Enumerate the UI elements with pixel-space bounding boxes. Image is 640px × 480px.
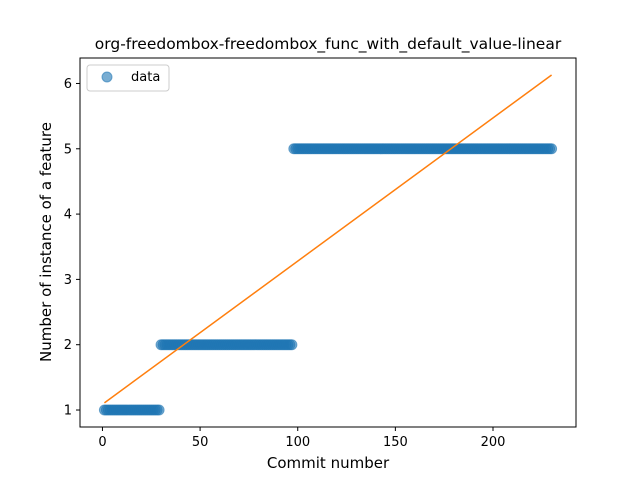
- x-tick-label: 50: [192, 435, 209, 450]
- legend-label-data: data: [131, 70, 160, 85]
- axis-ticks: 0 50 100 150 200 1 2 3 4 5 6: [64, 77, 506, 450]
- x-tick-label: 150: [383, 435, 408, 450]
- x-tick-label: 0: [98, 435, 106, 450]
- x-tick-label: 100: [285, 435, 310, 450]
- data-point: [546, 143, 558, 155]
- plot-area: [98, 74, 558, 416]
- y-axis-label: Number of instance of a feature: [37, 122, 55, 362]
- y-tick-label: 6: [64, 77, 72, 92]
- data-point: [286, 339, 298, 351]
- y-tick-label: 1: [64, 404, 72, 419]
- legend-marker-data: [101, 71, 113, 83]
- y-tick-label: 3: [64, 273, 72, 288]
- legend-box: [86, 64, 170, 92]
- data-point: [153, 404, 165, 416]
- y-tick-label: 4: [64, 208, 72, 223]
- x-axis-label: Commit number: [267, 454, 390, 472]
- axes-frame: [79, 57, 577, 428]
- y-tick-label: 5: [64, 142, 72, 157]
- fit-line: [103, 74, 553, 404]
- x-tick-label: 200: [481, 435, 506, 450]
- legend: data: [86, 64, 170, 92]
- y-tick-label: 2: [64, 338, 72, 353]
- chart-title: org-freedombox-freedombox_func_with_defa…: [95, 35, 562, 54]
